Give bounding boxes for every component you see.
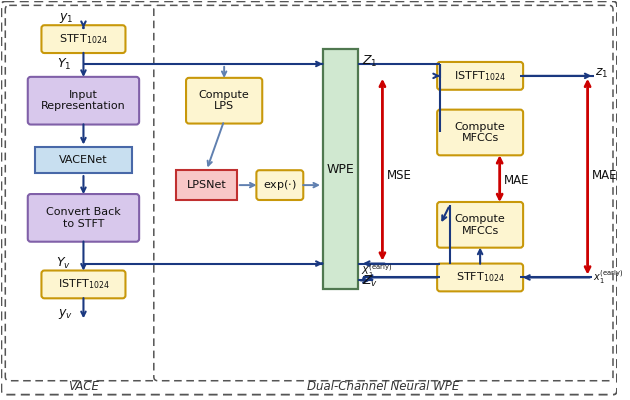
FancyBboxPatch shape	[437, 110, 523, 155]
Text: $y_v$: $y_v$	[59, 307, 73, 321]
Text: Dual-Channel Neural WPE: Dual-Channel Neural WPE	[307, 380, 459, 393]
Text: $z_1$: $z_1$	[595, 67, 609, 80]
FancyBboxPatch shape	[42, 25, 125, 53]
Text: STFT$_{1024}$: STFT$_{1024}$	[59, 32, 108, 46]
Text: STFT$_{1024}$: STFT$_{1024}$	[456, 270, 505, 284]
FancyBboxPatch shape	[28, 194, 139, 242]
FancyBboxPatch shape	[5, 5, 158, 381]
Text: VACENet: VACENet	[59, 155, 108, 165]
Text: VACE: VACE	[68, 380, 99, 393]
Text: exp($\cdot$): exp($\cdot$)	[263, 178, 297, 192]
Text: MSE: MSE	[387, 169, 412, 182]
Text: Compute
LPS: Compute LPS	[199, 90, 249, 112]
FancyBboxPatch shape	[256, 170, 303, 200]
Text: $y_1$: $y_1$	[59, 11, 73, 25]
Text: WPE: WPE	[326, 163, 354, 176]
FancyBboxPatch shape	[28, 77, 139, 124]
Text: $Z_1$: $Z_1$	[362, 54, 377, 68]
FancyBboxPatch shape	[323, 49, 358, 289]
Text: Compute
MFCCs: Compute MFCCs	[455, 122, 505, 143]
FancyBboxPatch shape	[176, 170, 237, 200]
Text: Input
Representation: Input Representation	[41, 90, 126, 112]
Text: $x_1^{\mathrm{(early)}}$: $x_1^{\mathrm{(early)}}$	[593, 268, 624, 286]
Text: LPSNet: LPSNet	[186, 180, 226, 190]
Text: ISTFT$_{1024}$: ISTFT$_{1024}$	[57, 278, 110, 291]
FancyBboxPatch shape	[35, 147, 132, 173]
FancyBboxPatch shape	[437, 202, 523, 248]
Text: Compute
MFCCs: Compute MFCCs	[455, 214, 505, 236]
Text: $Z_v$: $Z_v$	[362, 274, 378, 289]
Text: Convert Back
to STFT: Convert Back to STFT	[46, 207, 121, 229]
FancyBboxPatch shape	[42, 270, 125, 298]
Text: $X_1^{\mathrm{(early)}}$: $X_1^{\mathrm{(early)}}$	[361, 262, 392, 280]
FancyBboxPatch shape	[437, 62, 523, 90]
Text: $Y_1$: $Y_1$	[57, 56, 71, 72]
FancyBboxPatch shape	[154, 5, 613, 381]
Text: ISTFT$_{1024}$: ISTFT$_{1024}$	[454, 69, 506, 83]
Text: MAE: MAE	[592, 169, 617, 182]
Text: MAE: MAE	[503, 174, 529, 187]
Text: $Y_v$: $Y_v$	[57, 256, 71, 271]
FancyBboxPatch shape	[1, 1, 617, 395]
FancyBboxPatch shape	[437, 264, 523, 291]
FancyBboxPatch shape	[186, 78, 262, 124]
